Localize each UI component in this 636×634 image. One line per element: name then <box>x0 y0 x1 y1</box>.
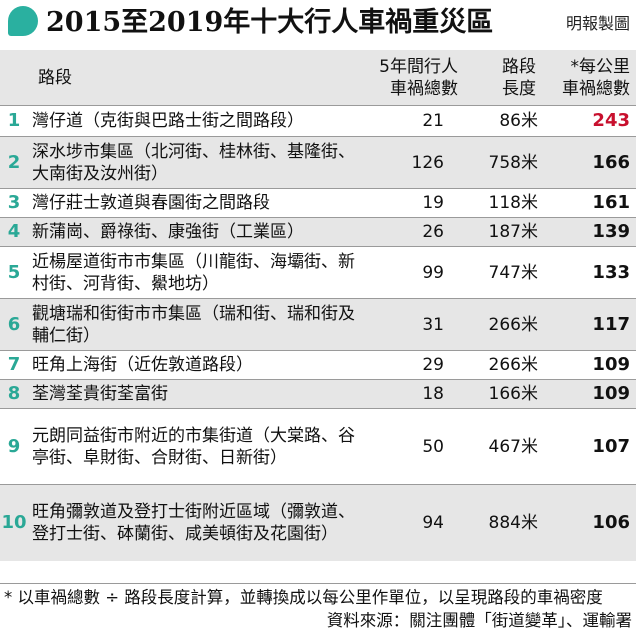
rank-number: 9 <box>7 435 21 457</box>
road-name: 灣仔道（克街與巴路士街之間路段） <box>32 111 304 131</box>
road-name: 近楊屋道街市市集區（川龍街、海壩街、新村街、河背街、鱟地坊） <box>32 251 355 294</box>
table-row: 2 深水埗市集區（北河街、桂林街、基隆街、大南街及汝州街） 126 758米 166 <box>0 136 636 189</box>
density-value: 106 <box>542 484 636 561</box>
road-name: 新蒲崗、爵祿街、康強街（工業區） <box>28 217 364 247</box>
road-name: 觀塘瑞和街街市市集區（瑞和街、瑞和街及輔仁街） <box>28 298 364 351</box>
road-name: 元朗同益街市附近的市集街道（大棠路、谷亭街、阜財街、合財街、日新街） <box>32 425 355 468</box>
header-length-line1: 路段 <box>502 57 536 77</box>
rank-number: 5 <box>7 261 21 283</box>
road-name: 荃灣荃貴街荃富街 <box>28 379 364 409</box>
table-header-row: 路段 5年間行人 車禍總數 路段 長度 *每公里 車禍總數 <box>0 50 636 106</box>
data-source: 資料來源：關注團體「街道變革」、運輸署 <box>326 611 632 630</box>
density-value: 161 <box>592 192 630 213</box>
accident-count: 126 <box>364 136 464 189</box>
rank-number: 7 <box>7 354 21 375</box>
graphic-credit: 明報製圖 <box>565 14 630 33</box>
header: 2015至2019年十大行人車禍重災區 明報製圖 <box>0 0 636 52</box>
road-length: 884米 <box>464 484 542 561</box>
road-length: 266米 <box>464 298 542 351</box>
density-value: 109 <box>542 379 636 409</box>
header-accidents-line2: 車禍總數 <box>390 79 458 99</box>
rank-number: 10 <box>0 484 28 561</box>
table-row: 8 荃灣荃貴街荃富街 18 166米 109 <box>0 379 636 409</box>
rank-number: 1 <box>7 110 21 131</box>
density-value: 243 <box>592 110 630 131</box>
accident-count: 31 <box>364 298 464 351</box>
header-length-line2: 長度 <box>502 79 536 99</box>
header-density: *每公里 車禍總數 <box>542 50 636 106</box>
rank-number: 2 <box>0 136 28 189</box>
road-length: 187米 <box>464 217 542 247</box>
road-name: 灣仔莊士敦道與春園街之間路段 <box>32 193 270 213</box>
header-accidents-line1: 5年間行人 <box>379 57 458 77</box>
table-row: 5 近楊屋道街市市集區（川龍街、海壩街、新村街、河背街、鱟地坊） 99 747米 133 <box>0 246 636 299</box>
density-value: 107 <box>592 435 630 457</box>
header-road-label: 路段 <box>38 68 72 88</box>
chart-title: 2015至2019年十大行人車禍重災區 <box>46 7 494 38</box>
header-length: 路段 長度 <box>464 50 542 106</box>
accident-count: 21 <box>422 111 444 131</box>
road-length: 758米 <box>464 136 542 189</box>
header-density-line1: *每公里 <box>570 57 631 77</box>
road-length: 266米 <box>488 355 538 375</box>
density-value: 133 <box>592 261 630 283</box>
header-accidents: 5年間行人 車禍總數 <box>364 50 464 106</box>
rank-number: 4 <box>0 217 28 247</box>
road-length: 166米 <box>464 379 542 409</box>
ranking-table: 路段 5年間行人 車禍總數 路段 長度 *每公里 車禍總數 1 灣仔道（克街與巴路… <box>0 50 636 561</box>
accident-count: 29 <box>422 355 444 375</box>
road-length: 86米 <box>499 111 538 131</box>
table-row: 4 新蒲崗、爵祿街、康強街（工業區） 26 187米 139 <box>0 217 636 247</box>
header-road: 路段 <box>28 50 364 106</box>
road-name: 旺角彌敦道及登打士街附近區域（彌敦道、登打士街、砵蘭街、咸美頓街及花園街） <box>28 484 364 561</box>
density-value: 109 <box>592 354 630 375</box>
accident-count: 18 <box>364 379 464 409</box>
road-name: 旺角上海街（近佐敦道路段） <box>32 355 253 375</box>
road-length: 118米 <box>488 193 538 213</box>
accident-count: 99 <box>422 262 444 283</box>
road-length: 467米 <box>488 436 538 457</box>
footnote: * 以車禍總數 ÷ 路段長度計算，並轉換成以每公里作單位，以呈現路段的車禍密度 <box>4 588 603 607</box>
table-row: 1 灣仔道（克街與巴路士街之間路段） 21 86米 243 <box>0 105 636 137</box>
road-name: 深水埗市集區（北河街、桂林街、基隆街、大南街及汝州街） <box>28 136 364 189</box>
rank-number: 6 <box>0 298 28 351</box>
accident-count: 50 <box>422 436 444 457</box>
table-row: 6 觀塘瑞和街街市市集區（瑞和街、瑞和街及輔仁街） 31 266米 117 <box>0 298 636 351</box>
footer: * 以車禍總數 ÷ 路段長度計算，並轉換成以每公里作單位，以呈現路段的車禍密度 … <box>0 583 636 634</box>
table-row: 7 旺角上海街（近佐敦道路段） 29 266米 109 <box>0 350 636 380</box>
density-value: 117 <box>542 298 636 351</box>
header-rank <box>0 50 28 106</box>
density-value: 166 <box>542 136 636 189</box>
accident-count: 19 <box>422 193 444 213</box>
header-density-line2: 車禍總數 <box>562 79 630 99</box>
accident-count: 94 <box>364 484 464 561</box>
road-length: 747米 <box>488 262 538 283</box>
accident-count: 26 <box>364 217 464 247</box>
density-value: 139 <box>542 217 636 247</box>
speech-bubble-logo-icon <box>8 6 38 36</box>
rank-number: 3 <box>7 192 21 213</box>
rank-number: 8 <box>0 379 28 409</box>
table-row: 10 旺角彌敦道及登打士街附近區域（彌敦道、登打士街、砵蘭街、咸美頓街及花園街） 9… <box>0 484 636 561</box>
table-row: 9 元朗同益街市附近的市集街道（大棠路、谷亭街、阜財街、合財街、日新街） 50 467… <box>0 408 636 485</box>
table-row: 3 灣仔莊士敦道與春園街之間路段 19 118米 161 <box>0 188 636 218</box>
